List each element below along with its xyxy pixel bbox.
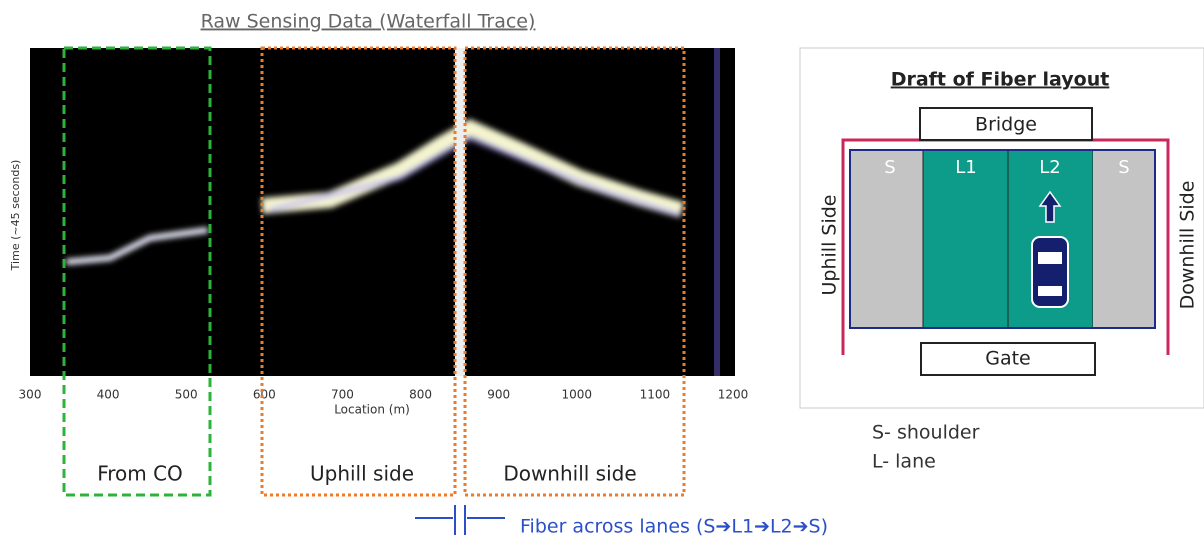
- fiber-arrows: [415, 505, 505, 535]
- lane-label: L1: [955, 157, 976, 178]
- waterfall-plot: [30, 48, 735, 376]
- x-tick-label: 400: [97, 388, 120, 402]
- noise-band: [714, 48, 720, 376]
- x-tick-label: 700: [331, 388, 354, 402]
- legend-item: L- lane: [872, 451, 936, 473]
- lane-label: L2: [1039, 157, 1060, 178]
- bridge-label: Bridge: [975, 114, 1037, 136]
- plot-title: Raw Sensing Data (Waterfall Trace): [201, 11, 536, 33]
- legend-item: S- shoulder: [872, 422, 980, 444]
- layout-title: Draft of Fiber layout: [891, 69, 1110, 91]
- lane-label: S: [1118, 157, 1129, 178]
- x-tick-label: 1200: [718, 388, 749, 402]
- x-axis-label: Location (m): [334, 403, 410, 417]
- region-label: From CO: [97, 462, 183, 486]
- gate-label: Gate: [985, 348, 1031, 370]
- fiber-note: Fiber across lanes (S➔L1➔L2➔S): [520, 516, 828, 538]
- x-tick-label: 800: [409, 388, 432, 402]
- x-tick-label: 600: [253, 388, 276, 402]
- side-label: Downhill Side: [1177, 181, 1199, 310]
- y-axis-label: Time (~45 seconds): [9, 160, 22, 272]
- x-tick-label: 900: [487, 388, 510, 402]
- x-tick-label: 1100: [640, 388, 671, 402]
- region-label: Downhill side: [503, 462, 636, 486]
- x-tick-label: 1000: [562, 388, 593, 402]
- car-icon: [1032, 237, 1068, 307]
- region-label: Uphill side: [310, 462, 414, 486]
- x-tick-label: 300: [19, 388, 42, 402]
- lane-label: S: [884, 157, 895, 178]
- side-label: Uphill Side: [819, 195, 841, 296]
- figure: Raw Sensing Data (Waterfall Trace) Time …: [0, 0, 1204, 542]
- x-tick-label: 500: [175, 388, 198, 402]
